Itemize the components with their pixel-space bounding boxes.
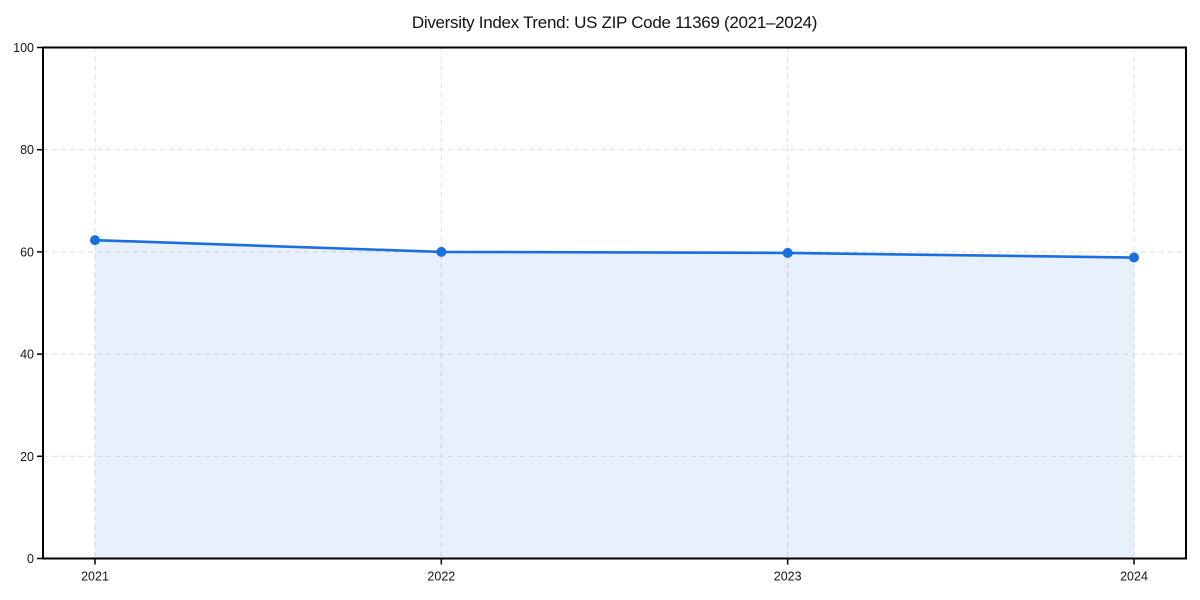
y-tick-label: 80 [20, 143, 34, 157]
y-tick-label: 60 [20, 245, 34, 259]
x-tick-label: 2023 [774, 570, 802, 584]
data-point [1129, 252, 1139, 263]
plot-border [42, 46, 1187, 560]
x-tick-label: 2022 [427, 570, 455, 584]
y-tick-label: 40 [20, 348, 34, 362]
y-tick-label: 20 [20, 450, 34, 464]
chart-title: Diversity Index Trend: US ZIP Code 11369… [411, 13, 818, 32]
trend-line [93, 238, 1136, 259]
data-point [90, 235, 100, 246]
x-tick-label: 2021 [81, 570, 109, 584]
y-tick-label: 100 [13, 41, 34, 55]
data-point [782, 247, 793, 258]
x-tick-label: 2024 [1120, 570, 1148, 584]
area-fill [95, 240, 1134, 559]
y-tick-label: 0 [27, 552, 34, 566]
data-point [436, 246, 447, 257]
